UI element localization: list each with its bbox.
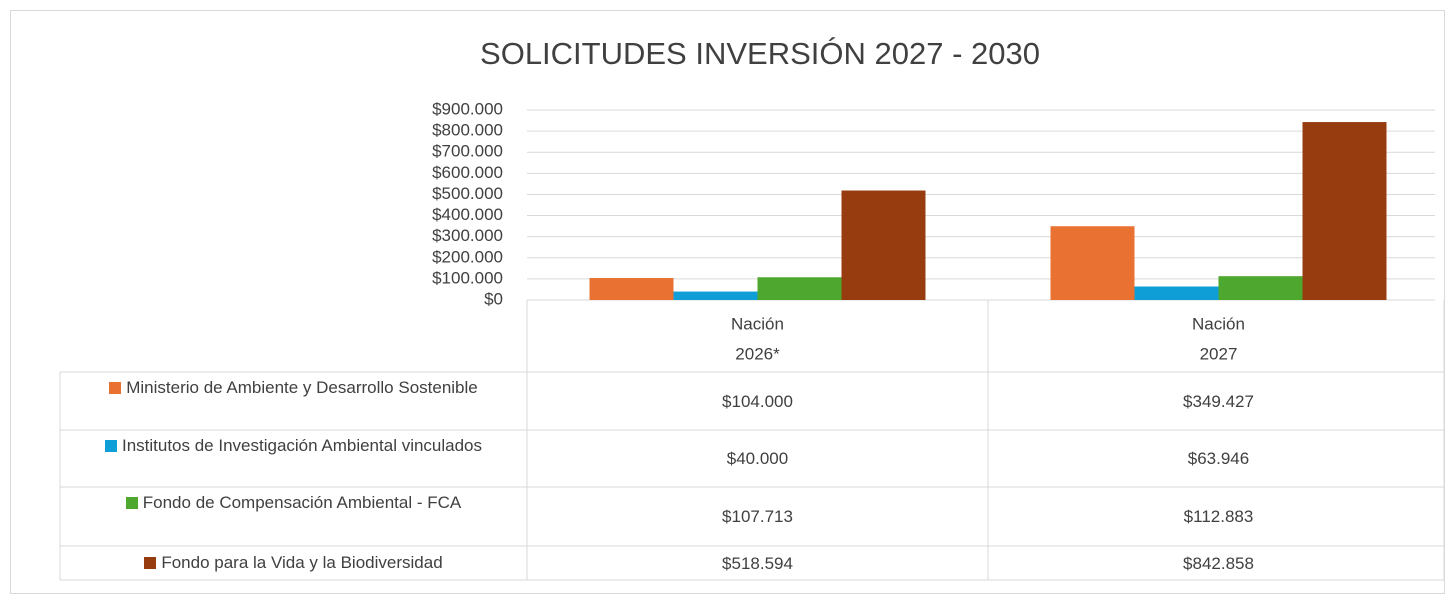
y-tick-label: $900.000	[432, 99, 503, 118]
data-cell: $349.427	[1183, 391, 1254, 411]
legend-entry: Institutos de Investigación Ambiental vi…	[60, 430, 527, 487]
data-cell: $842.858	[1183, 553, 1254, 573]
legend-entry: Fondo para la Vida y la Biodiversidad	[60, 546, 527, 580]
data-cell: $40.000	[726, 449, 789, 468]
y-tick-label: $200.000	[432, 247, 503, 266]
y-tick-label: $800.000	[432, 121, 503, 140]
x-tick-label: 2027	[1200, 344, 1238, 363]
data-cell: $104.000	[722, 391, 793, 411]
data-cell: $107.713	[722, 507, 793, 526]
legend-entry: Fondo de Compensación Ambiental - FCA	[60, 487, 527, 546]
bar	[841, 190, 926, 300]
bar	[1302, 122, 1387, 300]
legend-key	[144, 557, 157, 569]
legend-label: Fondo de Compensación Ambiental - FCA	[142, 493, 462, 512]
data-cell: $112.883	[1183, 507, 1254, 526]
legend-label: Fondo para la Vida y la Biodiversidad	[161, 553, 443, 572]
y-tick-label: $600.000	[432, 163, 503, 182]
chart-border	[10, 10, 1445, 594]
legend-key	[104, 440, 117, 452]
y-tick-label: $0	[484, 289, 503, 308]
data-cell: $63.946	[1187, 449, 1250, 468]
x-tick-label: 2026*	[735, 344, 780, 363]
bar	[1050, 226, 1135, 300]
chart-title: SOLICITUDES INVERSIÓN 2027 - 2030	[480, 36, 1040, 71]
legend-key	[125, 497, 138, 509]
bar	[1134, 286, 1219, 300]
y-tick-label: $300.000	[432, 226, 503, 245]
y-tick-label: $100.000	[432, 268, 503, 287]
y-tick-label: $700.000	[432, 142, 503, 161]
legend-entry: Ministerio de Ambiente y Desarrollo Sost…	[60, 372, 527, 430]
x-tick-label: Nación	[731, 314, 784, 333]
legend-key	[109, 382, 122, 394]
legend-label: Institutos de Investigación Ambiental vi…	[121, 436, 483, 455]
legend-label: Ministerio de Ambiente y Desarrollo Sost…	[126, 378, 478, 397]
bar	[589, 278, 674, 300]
y-tick-label: $400.000	[432, 205, 503, 224]
x-tick-label: Nación	[1192, 314, 1245, 333]
y-tick-label: $500.000	[432, 184, 503, 203]
bar	[673, 291, 758, 300]
data-cell: $518.594	[722, 553, 793, 573]
bar	[1218, 276, 1303, 300]
bar	[757, 277, 842, 300]
